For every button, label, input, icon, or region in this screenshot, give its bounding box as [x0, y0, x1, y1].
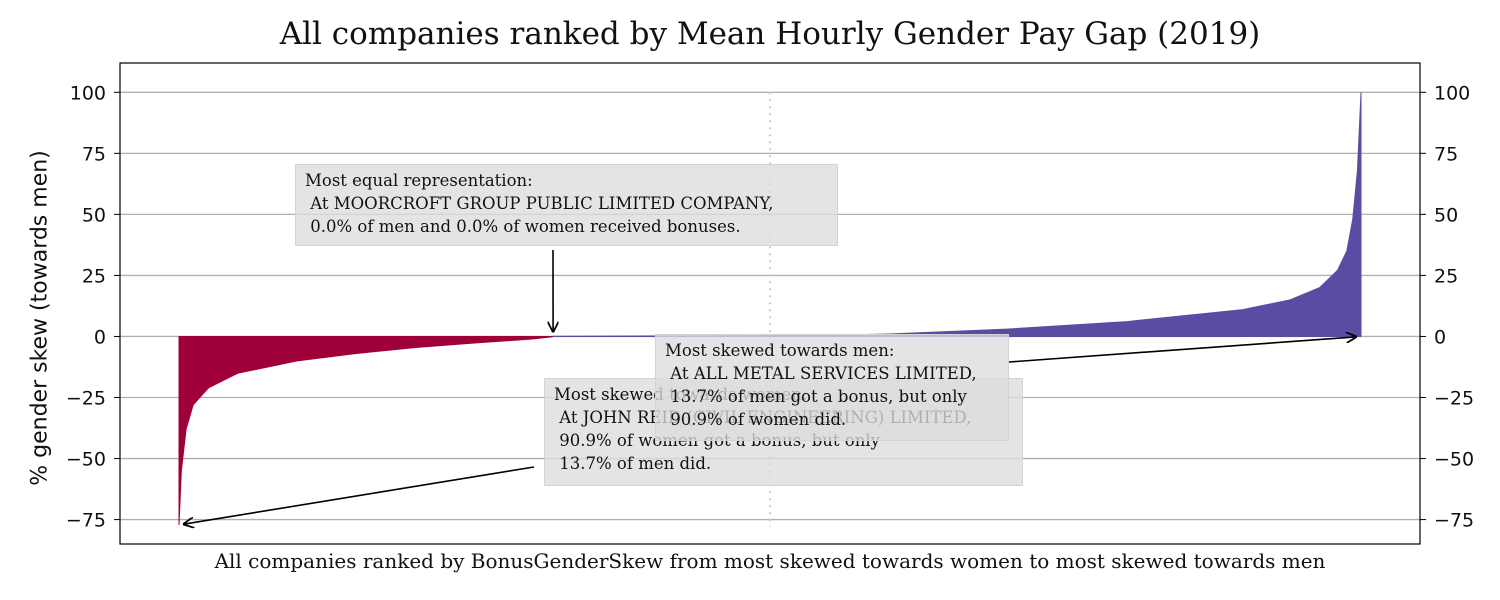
y-tick-label-left: 75	[82, 143, 106, 165]
y-tick-label-left: 100	[70, 82, 106, 104]
y-tick-label-right: 0	[1434, 326, 1446, 348]
annotation-most-equal: Most equal representation: At MOORCROFT …	[295, 164, 838, 246]
annotation-arrow	[183, 466, 535, 524]
y-tick-label-right: 75	[1434, 143, 1458, 165]
annotation-arrow	[1008, 337, 1357, 363]
plot-frame	[119, 62, 1421, 545]
y-tick-label-right: −75	[1434, 510, 1474, 532]
y-tick-label-left: 50	[82, 204, 106, 226]
y-tick-label-right: −50	[1434, 449, 1474, 471]
y-tick-label-left: 25	[82, 265, 106, 287]
area-series-women	[178, 335, 554, 525]
y-tick-label-left: −25	[66, 388, 106, 410]
y-tick-label-left: −50	[66, 449, 106, 471]
y-tick-label-right: 100	[1434, 82, 1470, 104]
chart-title: All companies ranked by Mean Hourly Gend…	[279, 16, 1261, 52]
y-tick-label-right: 25	[1434, 265, 1458, 287]
annotation-arrows	[183, 249, 1357, 524]
annotation-most-skewed-men: Most skewed towards men: At ALL METAL SE…	[655, 334, 1009, 441]
x-axis-label: All companies ranked by BonusGenderSkew …	[214, 549, 1326, 573]
y-tick-label-right: −25	[1434, 388, 1474, 410]
y-tick-label-left: 0	[94, 326, 106, 348]
y-axis-ticks: 100 100 75 75 50 50 25 25 0 0 −25 −25 −50 −50 −75 −75	[66, 82, 1474, 531]
y-tick-label-left: −75	[66, 510, 106, 532]
y-tick-label-right: 50	[1434, 204, 1458, 226]
